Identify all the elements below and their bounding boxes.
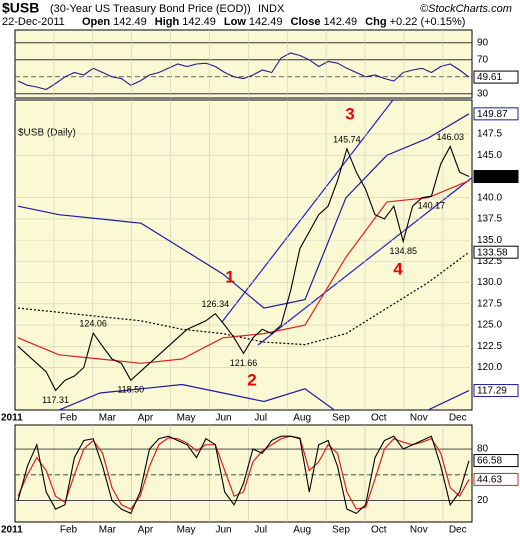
- quote-value: 142.49: [182, 16, 216, 28]
- value-box: [473, 170, 519, 184]
- y-tick-label: 120.0: [477, 362, 502, 373]
- x-tick-label: Mar: [99, 525, 117, 536]
- x-tick-label: Jun: [215, 525, 231, 536]
- y-tick-label: 135.0: [477, 235, 502, 246]
- y-tick-label: 132.5: [477, 256, 502, 267]
- value-box: [473, 245, 519, 259]
- y-tick-label: 70: [477, 54, 489, 65]
- point-label: 121.66: [230, 358, 258, 368]
- x-tick-label: Aug: [293, 413, 311, 424]
- x-tick-label: Aug: [293, 525, 311, 536]
- wave-label: 3: [345, 104, 354, 123]
- y-tick-label: 140.0: [477, 192, 502, 203]
- quote-value: 142.49: [249, 16, 283, 28]
- x-tick-label: Nov: [410, 413, 428, 424]
- value-box-label: 142.49: [477, 172, 508, 183]
- x-tick-label: Jun: [215, 413, 231, 424]
- value-box: [473, 384, 519, 398]
- y-tick-label: 20: [477, 495, 489, 506]
- point-label: 134.85: [389, 246, 417, 256]
- y-tick-label: 127.5: [477, 298, 502, 309]
- x-tick-label: Apr: [138, 413, 154, 424]
- y-tick-label: 130.0: [477, 277, 502, 288]
- trendlines: [221, 100, 472, 346]
- y-tick-label: 80: [477, 444, 489, 455]
- value-box-label: 133.58: [477, 247, 508, 258]
- wave-label: 1: [225, 267, 234, 286]
- rsi-panel: [14, 29, 473, 99]
- quote-value: 142.49: [324, 16, 358, 28]
- date: 22-Dec-2011: [2, 16, 65, 28]
- trendline: [221, 100, 394, 323]
- y-tick-label: 125.0: [477, 320, 502, 331]
- description: (30-Year US Treasury Bond Price (EOD)): [50, 3, 251, 15]
- x-tick-label: Sep: [332, 413, 350, 424]
- value-box: [473, 472, 519, 486]
- series-line: [17, 251, 470, 346]
- value-box: [473, 70, 519, 84]
- x-tick-label: Dec: [449, 413, 467, 424]
- series-line: [17, 435, 470, 515]
- panel-label: $USB (Daily): [18, 128, 76, 139]
- x-tick-label: Feb: [60, 413, 78, 424]
- quote-label: Open: [82, 16, 110, 28]
- point-label: 117.31: [42, 395, 69, 405]
- x-tick-label: Mar: [99, 413, 117, 424]
- exchange: INDX: [258, 3, 285, 15]
- x-tick-label: Nov: [410, 525, 428, 536]
- symbol: $USB: [2, 0, 39, 16]
- series-line: [17, 180, 470, 364]
- point-label: 146.03: [436, 132, 464, 142]
- quote-label: High: [155, 16, 180, 28]
- quote-label: Close: [291, 16, 321, 28]
- x-tick-label: May: [177, 413, 196, 424]
- series-line: [57, 383, 470, 410]
- x-tick-label: 2011: [1, 525, 23, 536]
- series-line: [17, 145, 470, 392]
- value-box: [473, 454, 519, 468]
- quote-label: Low: [224, 16, 246, 28]
- y-tick-label: 145.0: [477, 150, 502, 161]
- trendline: [257, 176, 472, 346]
- stoch-panel: [14, 424, 473, 523]
- wave-label: 4: [393, 259, 403, 278]
- value-box-label: 117.29: [477, 386, 507, 397]
- x-tick-label: Sep: [332, 525, 350, 536]
- value-box-label: 149.87: [477, 109, 508, 120]
- x-tick-label: Oct: [371, 525, 387, 536]
- point-label: 145.74: [333, 134, 361, 144]
- value-box: [473, 107, 519, 121]
- watermark: ©StockCharts.com: [420, 3, 512, 15]
- y-tick-label: 147.5: [477, 129, 502, 140]
- point-label: 140.17: [418, 201, 446, 211]
- x-tick-label: Feb: [60, 525, 78, 536]
- value-box-label: 49.61: [477, 72, 502, 83]
- x-tick-label: Jul: [254, 413, 267, 424]
- quote-label: Chg: [365, 16, 386, 28]
- quote: Open 142.49 High 142.49 Low 142.49 Close 142.49…: [82, 16, 465, 28]
- value-box-label: 44.63: [477, 475, 502, 486]
- quote-value: +0.22 (+0.15%): [390, 16, 466, 28]
- point-label: 126.34: [202, 299, 230, 309]
- series-line: [17, 113, 470, 309]
- point-label: 124.06: [79, 318, 107, 328]
- x-tick-label: Dec: [449, 525, 467, 536]
- x-tick-label: May: [177, 525, 196, 536]
- y-tick-label: 122.5: [477, 341, 502, 352]
- y-tick-label: 90: [477, 37, 489, 48]
- x-tick-label: Jul: [254, 525, 267, 536]
- x-tick-label: 2011: [1, 413, 23, 424]
- value-box-label: 66.58: [477, 456, 502, 467]
- y-tick-label: 30: [477, 88, 489, 99]
- quote-value: 142.49: [113, 16, 147, 28]
- wave-label: 2: [247, 370, 256, 389]
- series-line: [17, 435, 470, 510]
- series-group: [17, 113, 470, 410]
- series-line: [17, 52, 470, 91]
- x-tick-label: Apr: [138, 525, 154, 536]
- point-label: 118.50: [117, 385, 144, 395]
- y-tick-label: 137.5: [477, 214, 502, 225]
- x-tick-label: Oct: [371, 413, 387, 424]
